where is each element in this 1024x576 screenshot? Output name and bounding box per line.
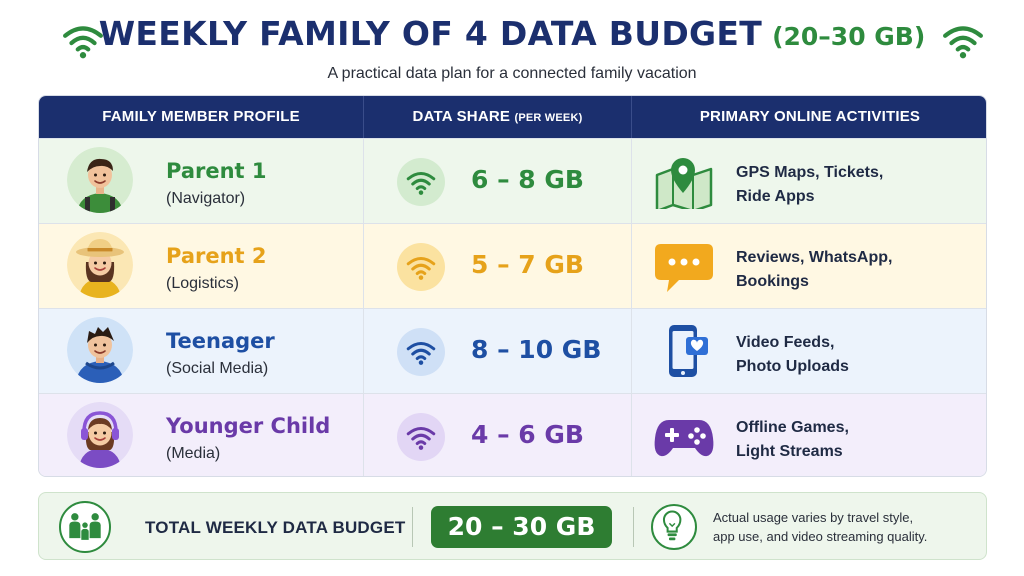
title-main: WEEKLY FAMILY OF 4 DATA BUDGET <box>98 14 763 53</box>
data-share-value: 6 – 8 GB <box>471 165 584 194</box>
family-icon <box>59 501 111 553</box>
wifi-icon <box>397 158 445 206</box>
total-value-badge: 20 – 30 GB <box>431 506 612 548</box>
phone-heart-icon <box>669 325 708 377</box>
column-header-profile: FAMILY MEMBER PROFILE <box>102 108 300 125</box>
activity-line: Photo Uploads <box>736 358 849 375</box>
table-row-teenager: Teenager (Social Media) 8 – 10 GB Video … <box>39 308 986 393</box>
title-range: (20–30 GB) <box>772 22 926 51</box>
lightbulb-icon <box>651 504 697 550</box>
member-role: (Navigator) <box>166 190 246 207</box>
table-row-parent-1: Parent 1 (Navigator) 6 – 8 GB GPS Maps, … <box>39 138 986 223</box>
chat-bubble-icon <box>655 244 713 292</box>
column-header-share-note: (PER WEEK) <box>514 112 583 124</box>
table-row-younger-child: Younger Child (Media) 4 – 6 GB Offline G… <box>39 393 986 476</box>
wifi-icon <box>397 243 445 291</box>
member-name: Younger Child <box>166 414 331 438</box>
avatar <box>67 147 133 213</box>
data-budget-table: FAMILY MEMBER PROFILE DATA SHARE (PER WE… <box>38 95 987 477</box>
member-role: (Social Media) <box>166 360 269 377</box>
total-label: TOTAL WEEKLY DATA BUDGET <box>145 518 406 537</box>
page-title: WEEKLY FAMILY OF 4 DATA BUDGET (20–30 GB) <box>0 14 1024 53</box>
member-name: Teenager <box>166 329 275 353</box>
data-share-value: 5 – 7 GB <box>471 250 584 279</box>
map-pin-icon <box>655 158 713 209</box>
activity-line: Ride Apps <box>736 188 815 205</box>
column-header-share-label: DATA SHARE <box>412 108 511 125</box>
activities-text: Video Feeds, Photo Uploads <box>736 331 849 379</box>
page-subtitle: A practical data plan for a connected fa… <box>327 65 697 82</box>
table-row-parent-2: Parent 2 (Logistics) 5 – 7 GB Reviews, W… <box>39 223 986 308</box>
wifi-icon <box>942 22 984 60</box>
activity-line: Light Streams <box>736 443 843 460</box>
wifi-icon <box>397 413 445 461</box>
activity-line: Offline Games, <box>736 419 849 436</box>
gamepad-icon <box>654 420 714 457</box>
data-share-value: 4 – 6 GB <box>471 420 584 449</box>
member-role: (Logistics) <box>166 275 239 292</box>
activities-text: GPS Maps, Tickets, Ride Apps <box>736 161 883 209</box>
activities-text: Reviews, WhatsApp, Bookings <box>736 246 892 294</box>
member-role: (Media) <box>166 445 221 462</box>
usage-note-line: app use, and video streaming quality. <box>713 529 928 544</box>
activity-line: Video Feeds, <box>736 334 835 351</box>
activity-line: Reviews, WhatsApp, <box>736 249 893 266</box>
activity-line: GPS Maps, Tickets, <box>736 164 884 181</box>
avatar <box>67 402 133 468</box>
total-footer: TOTAL WEEKLY DATA BUDGET 20 – 30 GB Actu… <box>38 492 987 560</box>
header: WEEKLY FAMILY OF 4 DATA BUDGET (20–30 GB)… <box>0 0 1024 92</box>
table-header: FAMILY MEMBER PROFILE DATA SHARE (PER WE… <box>39 96 986 138</box>
activity-line: Bookings <box>736 273 809 290</box>
column-header-share: DATA SHARE (PER WEEK) <box>363 96 631 138</box>
usage-note-line: Actual usage varies by travel style, <box>713 510 914 525</box>
column-header-activities: PRIMARY ONLINE ACTIVITIES <box>631 96 986 138</box>
wifi-icon <box>397 328 445 376</box>
activities-text: Offline Games, Light Streams <box>736 416 849 464</box>
avatar <box>67 317 133 383</box>
member-name: Parent 1 <box>166 159 267 183</box>
member-name: Parent 2 <box>166 244 267 268</box>
avatar <box>67 232 133 298</box>
usage-note: Actual usage varies by travel style, app… <box>713 508 927 546</box>
data-share-value: 8 – 10 GB <box>471 335 602 364</box>
